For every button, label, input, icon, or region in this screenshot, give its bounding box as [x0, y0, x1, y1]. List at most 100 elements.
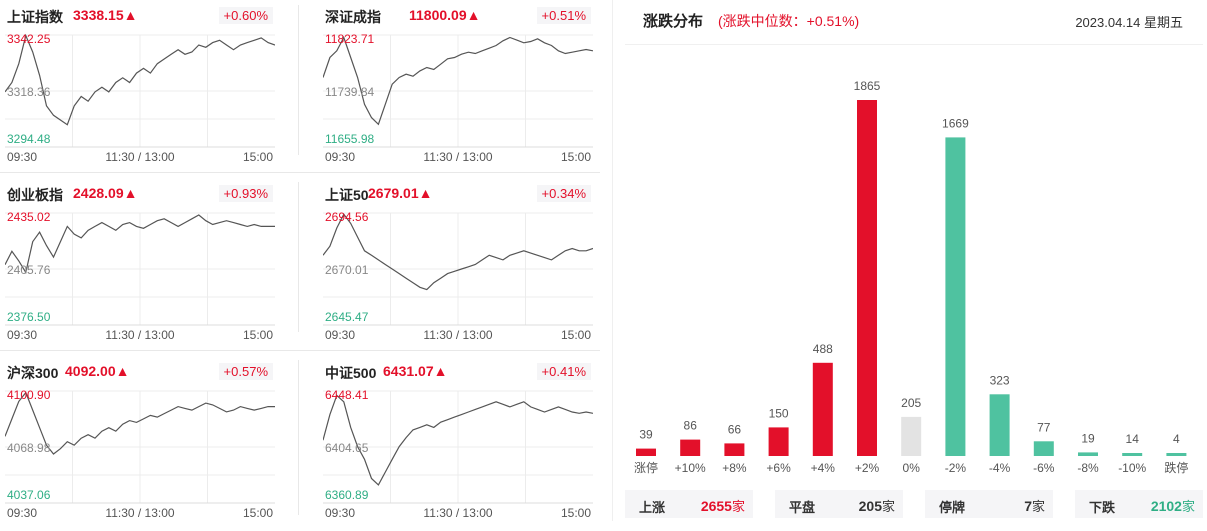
index-name: 上证指数 — [7, 9, 63, 25]
footer-flat-label: 平盘 — [789, 500, 816, 515]
distribution-bar — [945, 137, 966, 456]
index-price-line — [323, 35, 593, 126]
y-tick-label: 2670.01 — [325, 263, 369, 277]
index-price-line — [5, 391, 275, 455]
bar-value-label: 4 — [1173, 432, 1180, 446]
index-sparkline: 2694.56 2670.01 2645.47 09:30 11:30 / 13:00 1… — [323, 210, 593, 342]
bar-value-label: 19 — [1081, 431, 1095, 445]
bar-category-label: -8% — [1077, 461, 1099, 475]
index-panel[interactable]: 深证成指 11800.09▲ +0.51% 11823.71 11739.84 11655… — [323, 5, 593, 175]
bar-value-label: 1669 — [942, 116, 969, 130]
footer-down: 下跌 2102家 — [1075, 490, 1203, 518]
bar-value-label: 1865 — [854, 79, 881, 93]
index-panel[interactable]: 上证50 2679.01▲ +0.34% 2694.56 2670.01 2645.47 0… — [323, 183, 593, 353]
distribution-bar — [1122, 453, 1143, 456]
y-tick-label: 6404.65 — [325, 441, 369, 455]
bar-category-label: -4% — [989, 461, 1011, 475]
bar-value-label: 488 — [813, 342, 833, 356]
footer-flat: 平盘 205家 — [775, 490, 903, 518]
title-underline — [625, 44, 1203, 45]
index-panel-header: 上证指数 3338.15▲ +0.60% — [5, 5, 275, 27]
bar-category-label: +6% — [766, 461, 791, 475]
index-value: 4092.00▲ — [65, 363, 130, 379]
index-change-badge: +0.60% — [218, 7, 273, 24]
distribution-bar — [636, 448, 656, 456]
footer-down-value: 2102 — [1150, 498, 1182, 514]
index-value: 6431.07▲ — [383, 363, 448, 379]
x-tick-label: 15:00 — [561, 328, 591, 342]
footer-down-label: 下跌 — [1089, 500, 1116, 515]
index-price-line — [323, 394, 593, 486]
y-tick-label: 2405.76 — [7, 263, 51, 277]
bar-value-label: 77 — [1037, 420, 1051, 434]
x-tick-label: 09:30 — [325, 150, 355, 164]
footer-down-unit: 家 — [1181, 499, 1195, 514]
index-name: 上证50 — [325, 187, 369, 203]
bar-category-label: +2% — [855, 461, 880, 475]
y-tick-label: 6448.41 — [325, 388, 369, 402]
index-sparkline: 4100.90 4068.98 4037.06 09:30 11:30 / 13:00 1… — [5, 388, 275, 520]
y-tick-label: 2694.56 — [325, 210, 369, 224]
bar-category-label: -2% — [945, 461, 967, 475]
index-sparkline: 2435.02 2405.76 2376.50 09:30 11:30 / 13:00 1… — [5, 210, 275, 342]
y-tick-label: 3294.48 — [7, 132, 51, 146]
panel-divider — [298, 360, 299, 515]
index-value: 3338.15▲ — [73, 7, 138, 23]
x-tick-label: 15:00 — [243, 328, 273, 342]
index-panel[interactable]: 中证500 6431.07▲ +0.41% 6448.41 6404.65 6360.89… — [323, 361, 593, 531]
x-tick-label: 11:30 / 13:00 — [105, 328, 174, 342]
y-tick-label: 2645.47 — [325, 310, 369, 324]
distribution-median: (涨跌中位数：+0.51%) — [718, 13, 860, 29]
distribution-bar — [857, 100, 877, 456]
bar-value-label: 205 — [901, 396, 921, 410]
footer-flat-unit: 家 — [881, 499, 895, 514]
y-tick-label: 3318.36 — [7, 85, 51, 99]
panel-divider — [0, 350, 600, 351]
x-tick-label: 09:30 — [325, 328, 355, 342]
footer-suspend: 停牌 7家 — [925, 490, 1053, 518]
y-tick-label: 2435.02 — [7, 210, 51, 224]
distribution-bar — [901, 416, 922, 456]
bar-value-label: 150 — [769, 406, 789, 420]
section-divider — [612, 0, 613, 521]
index-panel-header: 深证成指 11800.09▲ +0.51% — [323, 5, 593, 27]
x-tick-label: 09:30 — [7, 328, 37, 342]
x-tick-label: 11:30 / 13:00 — [423, 328, 492, 342]
index-panel[interactable]: 上证指数 3338.15▲ +0.60% 3342.25 3318.36 3294.48 0… — [5, 5, 275, 175]
distribution-bar — [680, 439, 701, 456]
index-panel[interactable]: 创业板指 2428.09▲ +0.93% 2435.02 2405.76 2376.50 0… — [5, 183, 275, 353]
index-change-badge: +0.57% — [218, 363, 273, 380]
index-change-badge: +0.34% — [536, 185, 591, 202]
bar-category-label: 跌停 — [1164, 460, 1188, 475]
x-tick-label: 11:30 / 13:00 — [423, 150, 492, 164]
distribution-bar — [989, 394, 1010, 456]
index-name: 创业板指 — [7, 187, 63, 203]
y-tick-label: 4037.06 — [7, 488, 51, 502]
bar-category-label: +8% — [722, 461, 747, 475]
index-panel[interactable]: 沪深300 4092.00▲ +0.57% 4100.90 4068.98 4037.06… — [5, 361, 275, 531]
index-sparkline: 11823.71 11739.84 11655.98 09:30 11:30 / 13:… — [323, 32, 593, 164]
x-tick-label: 11:30 / 13:00 — [105, 506, 174, 520]
bar-category-label: 0% — [903, 461, 921, 475]
bar-category-label: -10% — [1118, 461, 1146, 475]
distribution-bar — [724, 443, 745, 456]
panel-divider — [298, 182, 299, 332]
distribution-date: 2023.04.14 星期五 — [1075, 15, 1183, 30]
x-tick-label: 11:30 / 13:00 — [105, 150, 174, 164]
bar-value-label: 86 — [684, 419, 698, 433]
index-panel-header: 沪深300 4092.00▲ +0.57% — [5, 361, 275, 383]
x-tick-label: 15:00 — [561, 150, 591, 164]
footer-up-unit: 家 — [731, 499, 745, 514]
footer-flat-value: 205 — [858, 498, 882, 514]
distribution-bar — [768, 427, 789, 456]
index-price-line — [5, 214, 275, 274]
panel-divider — [298, 5, 299, 155]
footer-suspend-unit: 家 — [1031, 499, 1045, 514]
y-tick-label: 6360.89 — [325, 488, 369, 502]
index-change-badge: +0.51% — [536, 7, 591, 24]
x-tick-label: 11:30 / 13:00 — [423, 506, 492, 520]
index-panel-header: 创业板指 2428.09▲ +0.93% — [5, 183, 275, 205]
bar-value-label: 66 — [728, 422, 742, 436]
y-tick-label: 3342.25 — [7, 32, 51, 46]
